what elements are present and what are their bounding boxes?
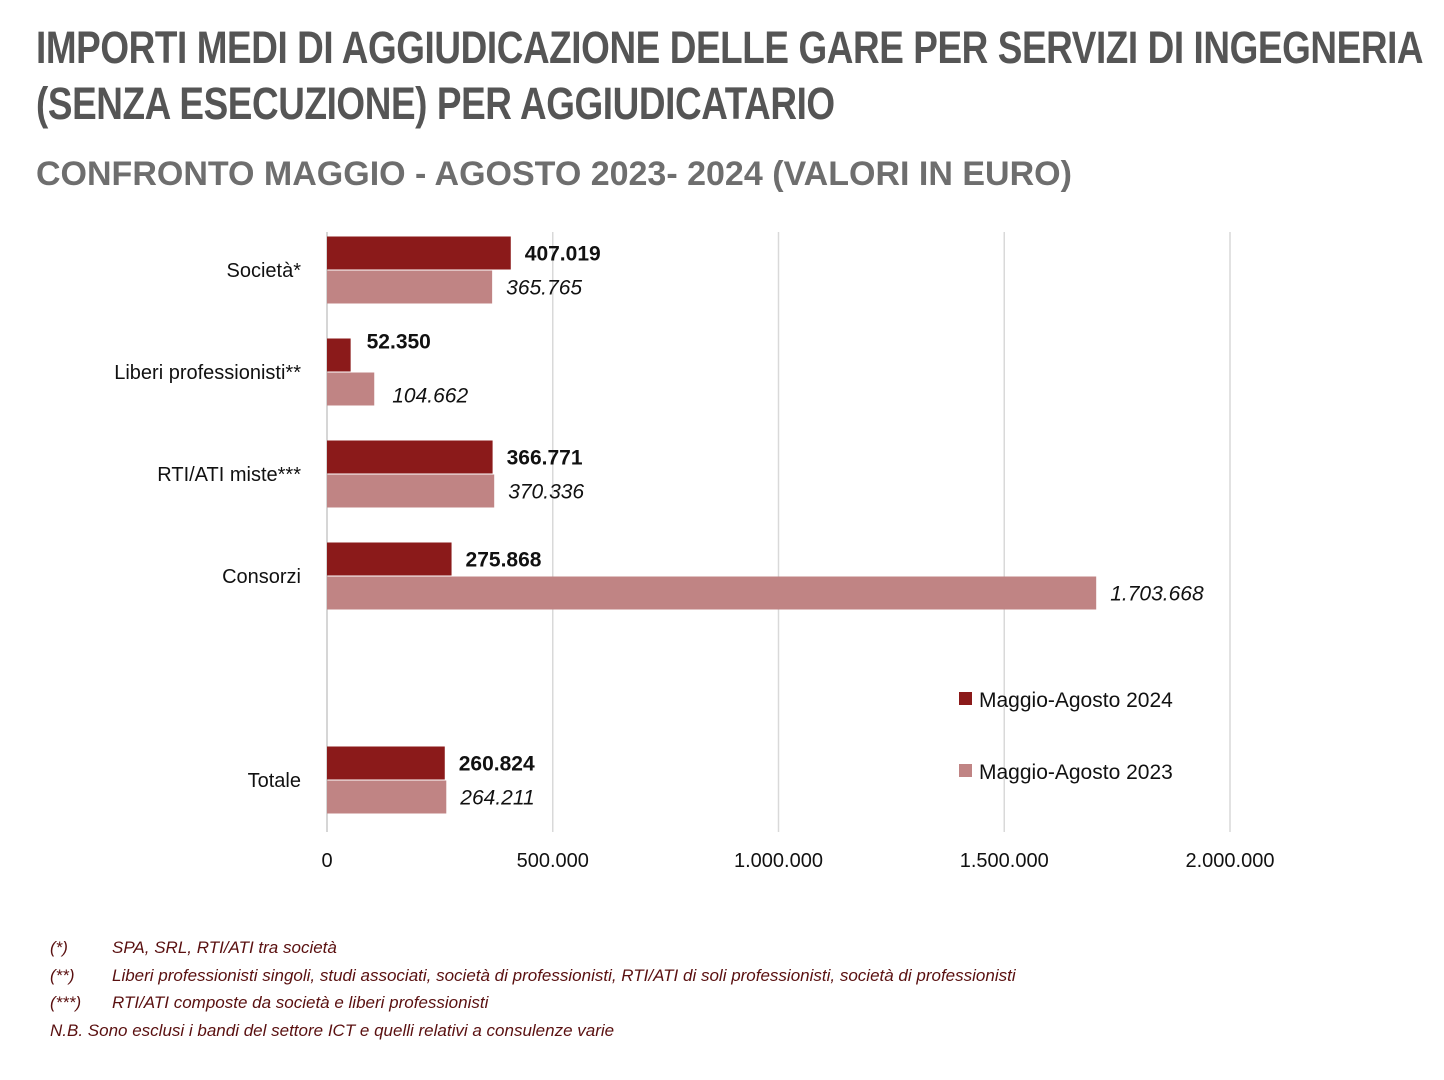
category-label: Consorzi <box>222 566 301 588</box>
category-label: Totale <box>248 770 301 792</box>
data-label-2024: 275.868 <box>466 549 542 572</box>
footnote-text: RTI/ATI composte da società e liberi pro… <box>112 993 489 1012</box>
bar-2023 <box>327 474 495 508</box>
data-label-2023: 365.765 <box>506 277 582 300</box>
bar-2023 <box>327 372 375 406</box>
data-label-2024: 366.771 <box>507 447 583 470</box>
bar-2024 <box>327 746 445 780</box>
footnote-mark: (**) <box>50 965 75 985</box>
legend-label-2024: Maggio-Agosto 2024 <box>979 689 1173 712</box>
x-tick-label: 1.500.000 <box>960 850 1049 872</box>
footnote-mark: (*) <box>50 938 68 957</box>
data-label-2024: 52.350 <box>367 331 431 354</box>
bar-2023 <box>327 576 1097 610</box>
footnote-text: Liberi professionisti singoli, studi ass… <box>112 965 1016 985</box>
footnotes: (*) SPA, SRL, RTI/ATI tra società (**) L… <box>50 934 1016 1044</box>
bar-chart: 0 500.000 1.000.000 1.500.000 2.000.000 Socie… <box>114 232 1275 872</box>
data-label-2024: 407.019 <box>525 243 601 266</box>
x-tick-label: 1.000.000 <box>734 850 823 872</box>
category-label: Liberi professionisti** <box>114 362 301 384</box>
data-label-2024: 260.824 <box>459 753 535 776</box>
data-label-2023: 370.336 <box>508 481 584 504</box>
footnote-2: (**) Liberi professionisti singoli, stud… <box>50 962 1016 990</box>
category-label: Società* <box>227 260 302 282</box>
category-label: RTI/ATI miste*** <box>157 464 301 486</box>
bar-2023 <box>327 270 493 304</box>
legend-swatch-2024 <box>959 692 972 705</box>
legend-label-2023: Maggio-Agosto 2023 <box>979 761 1173 784</box>
data-label-2023: 264.211 <box>459 787 534 810</box>
bar-2024 <box>327 440 493 474</box>
data-label-2023: 1.703.668 <box>1110 583 1204 606</box>
footnote-text: SPA, SRL, RTI/ATI tra società <box>112 938 337 957</box>
x-tick-label: 0 <box>321 850 332 872</box>
footnote-3: (***) RTI/ATI composte da società e libe… <box>50 989 1016 1017</box>
bar-2023 <box>327 780 447 814</box>
data-label-2023: 104.662 <box>392 385 468 408</box>
bar-2024 <box>327 338 351 372</box>
x-tick-label: 2.000.000 <box>1186 850 1275 872</box>
chart-title-line-2: (SENZA ESECUZIONE) PER AGGIUDICATARIO <box>36 78 835 129</box>
footnote-mark: (***) <box>50 993 82 1012</box>
legend-swatch-2023 <box>959 764 972 777</box>
footnote-text: N.B. Sono esclusi i bandi del settore IC… <box>50 1020 615 1040</box>
chart-subtitle: CONFRONTO MAGGIO - AGOSTO 2023- 2024 (VA… <box>36 155 1072 193</box>
bar-2024 <box>327 542 452 576</box>
footnote-1: (*) SPA, SRL, RTI/ATI tra società <box>50 934 1016 962</box>
bar-2024 <box>327 236 511 270</box>
x-tick-label: 500.000 <box>517 850 589 872</box>
footnote-nb: N.B. Sono esclusi i bandi del settore IC… <box>50 1017 1016 1045</box>
